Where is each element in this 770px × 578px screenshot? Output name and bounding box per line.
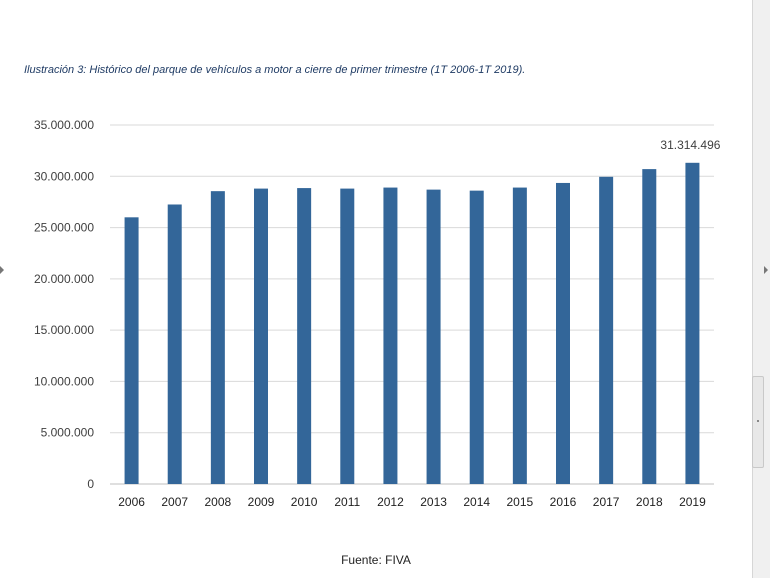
x-tick-label: 2011 bbox=[334, 495, 360, 509]
x-tick-label: 2006 bbox=[118, 495, 145, 509]
x-tick-label: 2008 bbox=[205, 495, 232, 509]
y-tick-label: 5.000.000 bbox=[41, 426, 95, 440]
bar-2008 bbox=[210, 191, 225, 484]
y-tick-label: 35.000.000 bbox=[34, 118, 94, 132]
x-tick-label: 2009 bbox=[248, 495, 275, 509]
bar-2014 bbox=[469, 190, 484, 484]
y-tick-label: 30.000.000 bbox=[34, 169, 94, 183]
bar-2018 bbox=[642, 169, 657, 484]
document-page: Ilustración 3: Histórico del parque de v… bbox=[24, 64, 721, 567]
y-tick-label: 10.000.000 bbox=[34, 374, 94, 388]
bar-2015 bbox=[512, 187, 527, 484]
x-tick-label: 2018 bbox=[636, 495, 663, 509]
y-tick-label: 15.000.000 bbox=[34, 323, 94, 337]
x-tick-label: 2014 bbox=[463, 495, 490, 509]
x-tick-label: 2012 bbox=[377, 495, 404, 509]
x-tick-label: 2015 bbox=[507, 495, 534, 509]
figure-caption: Ilustración 3: Histórico del parque de v… bbox=[24, 64, 526, 76]
scrollbar-thumb[interactable] bbox=[752, 376, 764, 468]
bar-2012 bbox=[383, 187, 398, 484]
data-label: 31.314.496 bbox=[660, 138, 720, 152]
bar-2009 bbox=[254, 188, 268, 484]
scrollbar-grip-icon bbox=[757, 420, 759, 422]
bar-2013 bbox=[426, 189, 441, 484]
source-note: Fuente: FIVA bbox=[341, 553, 411, 567]
y-tick-label: 20.000.000 bbox=[34, 272, 94, 286]
bar-2007 bbox=[167, 204, 182, 484]
bar-2006 bbox=[124, 217, 139, 485]
x-tick-label: 2013 bbox=[420, 495, 447, 509]
bar-2016 bbox=[556, 182, 570, 484]
y-tick-label: 0 bbox=[87, 477, 94, 491]
right-arrow-icon[interactable] bbox=[764, 266, 768, 274]
bar-2017 bbox=[599, 176, 614, 484]
bar-chart: 0 5.000.000 10.000.000 15.000.000 20.000.000… bbox=[34, 118, 721, 509]
left-arrow-icon bbox=[0, 266, 4, 274]
x-tick-label: 2007 bbox=[161, 495, 188, 509]
x-tick-label: 2010 bbox=[291, 495, 318, 509]
bar-2011 bbox=[340, 188, 355, 484]
x-tick-label: 2017 bbox=[593, 495, 620, 509]
vertical-scrollbar[interactable] bbox=[752, 0, 770, 578]
bar-2010 bbox=[297, 188, 312, 484]
x-tick-label: 2016 bbox=[550, 495, 577, 509]
x-tick-label: 2019 bbox=[679, 495, 706, 509]
bar-2019 bbox=[685, 162, 700, 484]
y-tick-label: 25.000.000 bbox=[34, 221, 94, 235]
